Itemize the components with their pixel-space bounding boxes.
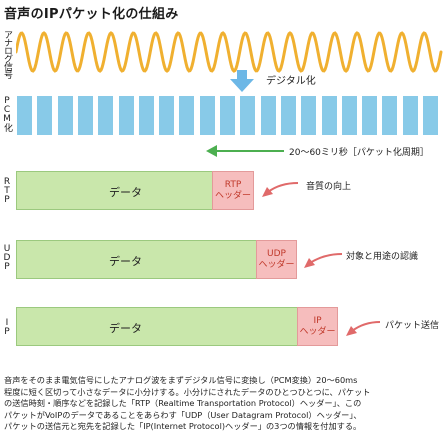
ip-data-block: データ — [16, 307, 298, 346]
row-label-rtp: RTP — [2, 177, 12, 204]
rtp-header-title: RTP — [224, 180, 242, 190]
ip-data-label: データ — [109, 322, 142, 335]
pcm-sample-bar — [341, 96, 357, 135]
pcm-sample-bar — [260, 96, 276, 135]
row-label-analog: アナログ信号 — [2, 30, 12, 78]
udp-header-subtitle: ヘッダー — [258, 260, 295, 270]
pcm-sample-bar — [423, 96, 438, 135]
udp-data-block: データ — [16, 240, 257, 279]
row-label-pcm: PCM化 — [2, 96, 12, 131]
pcm-sample-bar — [37, 96, 53, 135]
row-label-udp: UDP — [2, 244, 12, 271]
ip-header-block: IP ヘッダー — [297, 307, 338, 346]
digitize-label: デジタル化 — [266, 76, 316, 87]
rtp-note: 音質の向上 — [306, 182, 352, 192]
pcm-sample-bar — [240, 96, 256, 135]
pcm-sample-bar — [402, 96, 418, 135]
description-line: 程度に短く区切って小さなデータに小分けする。小分けにされたデータのひとつひとつに… — [4, 386, 371, 397]
udp-header-block: UDP ヘッダー — [256, 240, 297, 279]
pcm-sample-bar — [77, 96, 93, 135]
pcm-sample-bar — [159, 96, 175, 135]
pcm-sample-bar — [321, 96, 337, 135]
udp-note-arrow-icon — [304, 253, 343, 268]
ip-note: パケット送信 — [385, 321, 440, 331]
udp-data-label: データ — [109, 255, 142, 268]
udp-note: 対象と用途の認識 — [346, 252, 419, 262]
digitize-arrow-icon — [230, 70, 254, 92]
ip-header-subtitle: ヘッダー — [299, 327, 336, 337]
description-line: パケットがVoIPのデータであることをあらわす「UDP（User Datagra… — [4, 409, 362, 420]
pcm-sample-bar — [179, 96, 195, 135]
ip-header-title: IP — [313, 316, 322, 326]
description-line: パケットの送信元と宛先を記録した「IP(Internet Protocol)ヘッ… — [4, 421, 362, 431]
pcm-sample-bar — [57, 96, 73, 135]
pcm-sample-bar — [301, 96, 317, 135]
pcm-sample-bar — [138, 96, 154, 135]
udp-header-title: UDP — [267, 249, 286, 259]
description-line: 音声をそのまま電気信号にしたアナログ波をまずデジタル信号に変換し（PCM変換）2… — [4, 375, 358, 385]
period-arrow-icon — [206, 145, 284, 157]
page-title: 音声のIPパケット化の仕組み — [4, 7, 179, 22]
period-label: 20～60ミリ秒［パケット化周期］ — [289, 148, 429, 158]
pcm-sample-bar — [98, 96, 114, 135]
rtp-data-block: データ — [16, 171, 213, 210]
rtp-header-block: RTP ヘッダー — [212, 171, 254, 210]
pcm-sample-bar — [362, 96, 378, 135]
rtp-header-subtitle: ヘッダー — [214, 191, 251, 201]
rtp-note-arrow-icon — [262, 182, 299, 197]
pcm-sample-bar — [199, 96, 215, 135]
pcm-sample-bar — [280, 96, 296, 135]
description-line: の送信時刻・順序などを記録した「RTP（Realtime Transportat… — [4, 398, 362, 408]
analog-wave — [16, 31, 443, 73]
rtp-data-label: データ — [109, 186, 142, 199]
description: 音声をそのまま電気信号にしたアナログ波をまずデジタル信号に変換し（PCM変換）2… — [4, 375, 441, 433]
pcm-sample-bar — [382, 96, 398, 135]
pcm-sample-bar — [118, 96, 134, 135]
pcm-sample-bar — [220, 96, 235, 135]
pcm-sample-bar — [17, 96, 32, 135]
row-label-ip: IP — [2, 318, 12, 336]
ip-note-arrow-icon — [346, 321, 381, 336]
